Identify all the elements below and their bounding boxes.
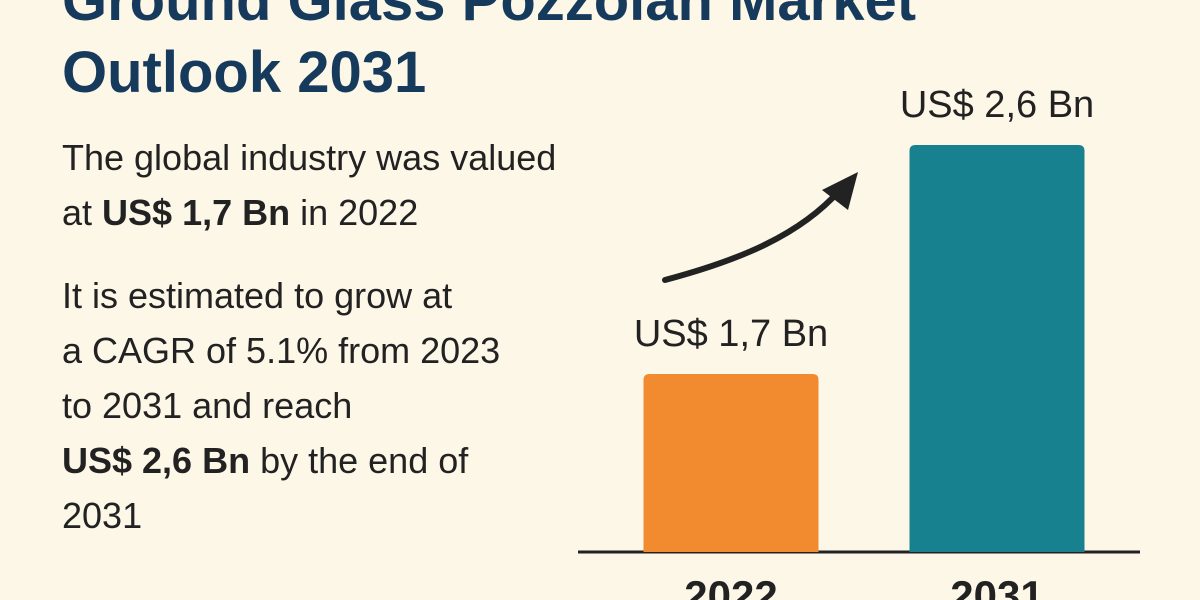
value-label: US$ 1,7 Bn — [634, 313, 828, 355]
bar — [643, 373, 819, 552]
description-line: 2031 — [62, 495, 142, 536]
title: Ground Glass Pozzolan Market — [62, 0, 916, 33]
description-line: It is estimated to grow at — [62, 275, 452, 316]
description-line: to 2031 and reach — [62, 385, 352, 426]
growth-arrow — [662, 187, 843, 283]
description-line: US$ 2,6 Bn by the end of — [62, 440, 469, 481]
x-tick-label: 2031 — [950, 572, 1043, 600]
description-text: a CAGR of 5.1% from 2023 — [62, 330, 500, 371]
x-tick-label: 2022 — [684, 572, 777, 600]
description-text: 2031 — [62, 495, 142, 536]
description-text: US$ 1,7 Bn — [102, 192, 290, 233]
description-text: by the end of — [250, 440, 469, 481]
bar — [909, 145, 1085, 552]
title: Outlook 2031 — [62, 40, 426, 105]
description-text: in 2022 — [290, 192, 418, 233]
description-text: to 2031 and reach — [62, 385, 352, 426]
description-text: The global industry was valued — [62, 137, 556, 178]
arrow-head — [822, 172, 858, 210]
value-label: US$ 2,6 Bn — [900, 84, 1094, 126]
description-text: It is estimated to grow at — [62, 275, 452, 316]
description-line: at US$ 1,7 Bn in 2022 — [62, 192, 418, 233]
description-text: at — [62, 192, 102, 233]
description-line: a CAGR of 5.1% from 2023 — [62, 330, 500, 371]
description-line: The global industry was valued — [62, 137, 556, 178]
description-text: US$ 2,6 Bn — [62, 440, 250, 481]
